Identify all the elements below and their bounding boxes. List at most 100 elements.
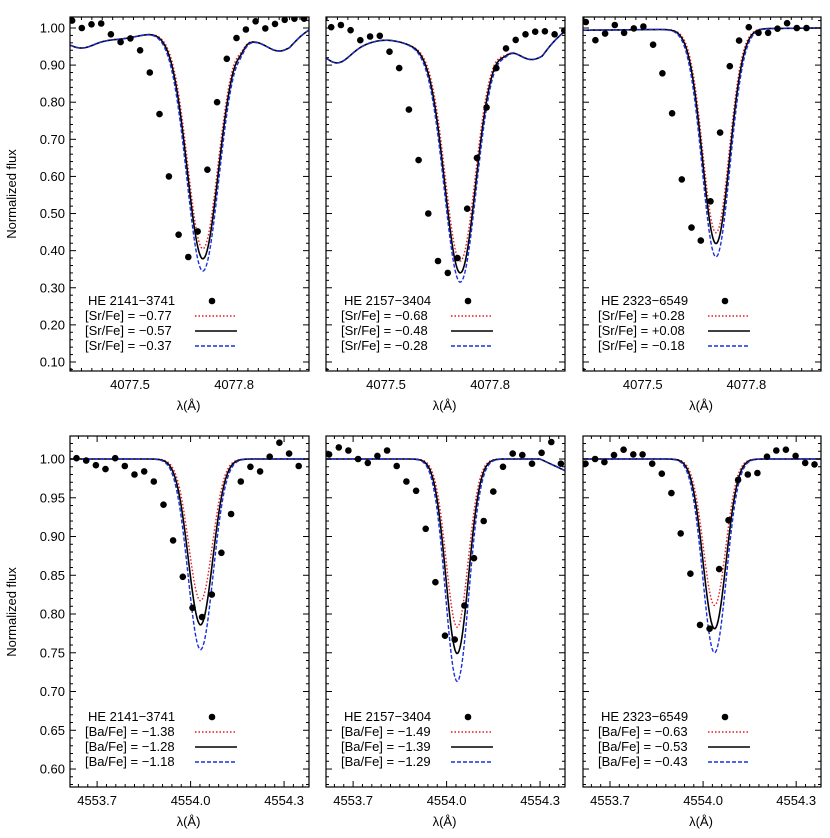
observed-point (592, 36, 599, 44)
observed-point (745, 23, 753, 31)
plot-frame (582, 16, 822, 372)
observed-point (271, 20, 279, 28)
observed-point (541, 28, 549, 35)
observed-point (92, 461, 100, 469)
observed-point (386, 48, 393, 55)
observed-point (111, 454, 119, 462)
legend: HE 2323−6549[Sr/Fe] = +0.28[Sr/Fe] = +0.… (598, 293, 750, 353)
observed-point (156, 110, 163, 118)
y-tick-label: 0.80 (40, 607, 65, 622)
observed-point (357, 36, 364, 44)
observed-point (658, 470, 666, 478)
x-axis-label: λ(Å) (689, 398, 713, 413)
observed-point (131, 471, 138, 478)
legend: HE 2141−3741[Sr/Fe] = −0.77[Sr/Fe] = −0.… (85, 293, 237, 353)
panel-ba-he2157: 4553.7 4554.0 4554.3λ(Å)HE 2157−3404[Ba/Fe… (325, 435, 566, 829)
x-tick-label: 4077.5 (110, 377, 150, 392)
observed-point (88, 21, 95, 28)
x-axis-label: λ(Å) (433, 814, 457, 829)
observed-point (266, 453, 274, 461)
x-tick-label: 4077.5 (623, 377, 663, 392)
legend-entry-dotted: [Sr/Fe] = +0.28 (598, 308, 685, 323)
observed-point (393, 462, 401, 470)
observed-point (415, 156, 422, 164)
observed-point (354, 455, 362, 463)
observed-point (189, 604, 196, 612)
observed-point (227, 510, 235, 518)
observed-point (677, 530, 684, 537)
observed-point (208, 591, 216, 598)
legend-star-name: HE 2141−3741 (88, 293, 175, 308)
observed-point (461, 602, 468, 609)
model-curve-dashed (583, 458, 821, 654)
legend: HE 2141−3741[Ba/Fe] = −1.38[Ba/Fe] = −1.… (85, 709, 237, 769)
legend-star-name: HE 2323−6549 (601, 709, 688, 724)
model-curve-solid (583, 27, 821, 245)
legend-entry-dashed: [Sr/Fe] = −0.18 (598, 338, 685, 353)
model-curve-dotted (70, 29, 309, 250)
legend-entry-solid: [Sr/Fe] = −0.57 (85, 323, 172, 338)
observed-point (281, 17, 288, 24)
observed-point (337, 21, 345, 29)
x-tick-label: 4554.0 (683, 793, 723, 808)
y-tick-label: 0.85 (40, 568, 65, 583)
plot-frame (69, 16, 310, 372)
legend-entry-dotted: [Ba/Fe] = −1.49 (341, 724, 431, 739)
observed-point (659, 70, 666, 77)
y-tick-label: 0.30 (40, 280, 65, 295)
observed-point (160, 501, 167, 509)
observed-point (395, 64, 403, 72)
observed-point (754, 469, 761, 477)
legend-observed-marker (208, 297, 216, 305)
observed-point (345, 447, 352, 454)
observed-point (557, 460, 565, 468)
legend-entry-solid: [Sr/Fe] = +0.08 (598, 323, 685, 338)
observed-point (463, 205, 471, 212)
observed-point (764, 29, 772, 37)
panel-ba-he2141: 0.60 0.65 0.70 0.75 0.80 0.85 0.90 0.95 1.00 4553… (40, 435, 310, 829)
observed-point (97, 20, 105, 27)
observed-point (803, 24, 810, 32)
observed-point (509, 450, 516, 457)
legend-entry-dashed: [Ba/Fe] = −1.18 (85, 754, 175, 769)
observed-point (262, 25, 269, 32)
observed-point (441, 632, 449, 639)
observed-point (326, 451, 333, 458)
legend-entry-dotted: [Sr/Fe] = −0.77 (85, 308, 172, 323)
observed-point (725, 516, 732, 524)
observed-point (773, 447, 780, 454)
x-tick-label: 4554.3 (520, 793, 560, 808)
model-curve-solid (326, 30, 565, 274)
model-curve-dashed (326, 458, 565, 683)
observed-point (696, 621, 704, 629)
y-tick-label: 0.75 (40, 645, 65, 660)
observed-point (648, 460, 656, 468)
observed-point (73, 454, 80, 462)
observed-point (327, 23, 335, 31)
observed-point (454, 254, 461, 262)
y-tick-label: 0.20 (40, 317, 65, 332)
observed-point (366, 33, 374, 40)
observed-point (716, 129, 724, 136)
y-tick-label: 0.90 (40, 529, 65, 544)
observed-point (649, 41, 657, 48)
y-axis-label-bottom: Normalized flux (4, 567, 19, 657)
y-tick-label: 0.80 (40, 95, 65, 110)
legend-entry-dotted: [Sr/Fe] = −0.68 (341, 308, 428, 323)
observed-point (601, 458, 608, 466)
observed-point (347, 26, 354, 34)
legend-star-name: HE 2157−3404 (344, 709, 431, 724)
legend-entry-dashed: [Sr/Fe] = −0.37 (85, 338, 172, 353)
legend-entry-dotted: [Ba/Fe] = −1.38 (85, 724, 175, 739)
observed-point (551, 31, 558, 38)
plot-frame (325, 16, 566, 372)
observed-point (335, 444, 343, 451)
x-tick-label: 4554.3 (264, 793, 304, 808)
observed-point (811, 461, 818, 468)
observed-point (531, 28, 539, 35)
legend-observed-marker (464, 297, 472, 305)
legend-observed-marker (208, 713, 216, 721)
observed-point (528, 460, 536, 468)
observed-point (247, 463, 254, 471)
observed-point (237, 478, 245, 485)
